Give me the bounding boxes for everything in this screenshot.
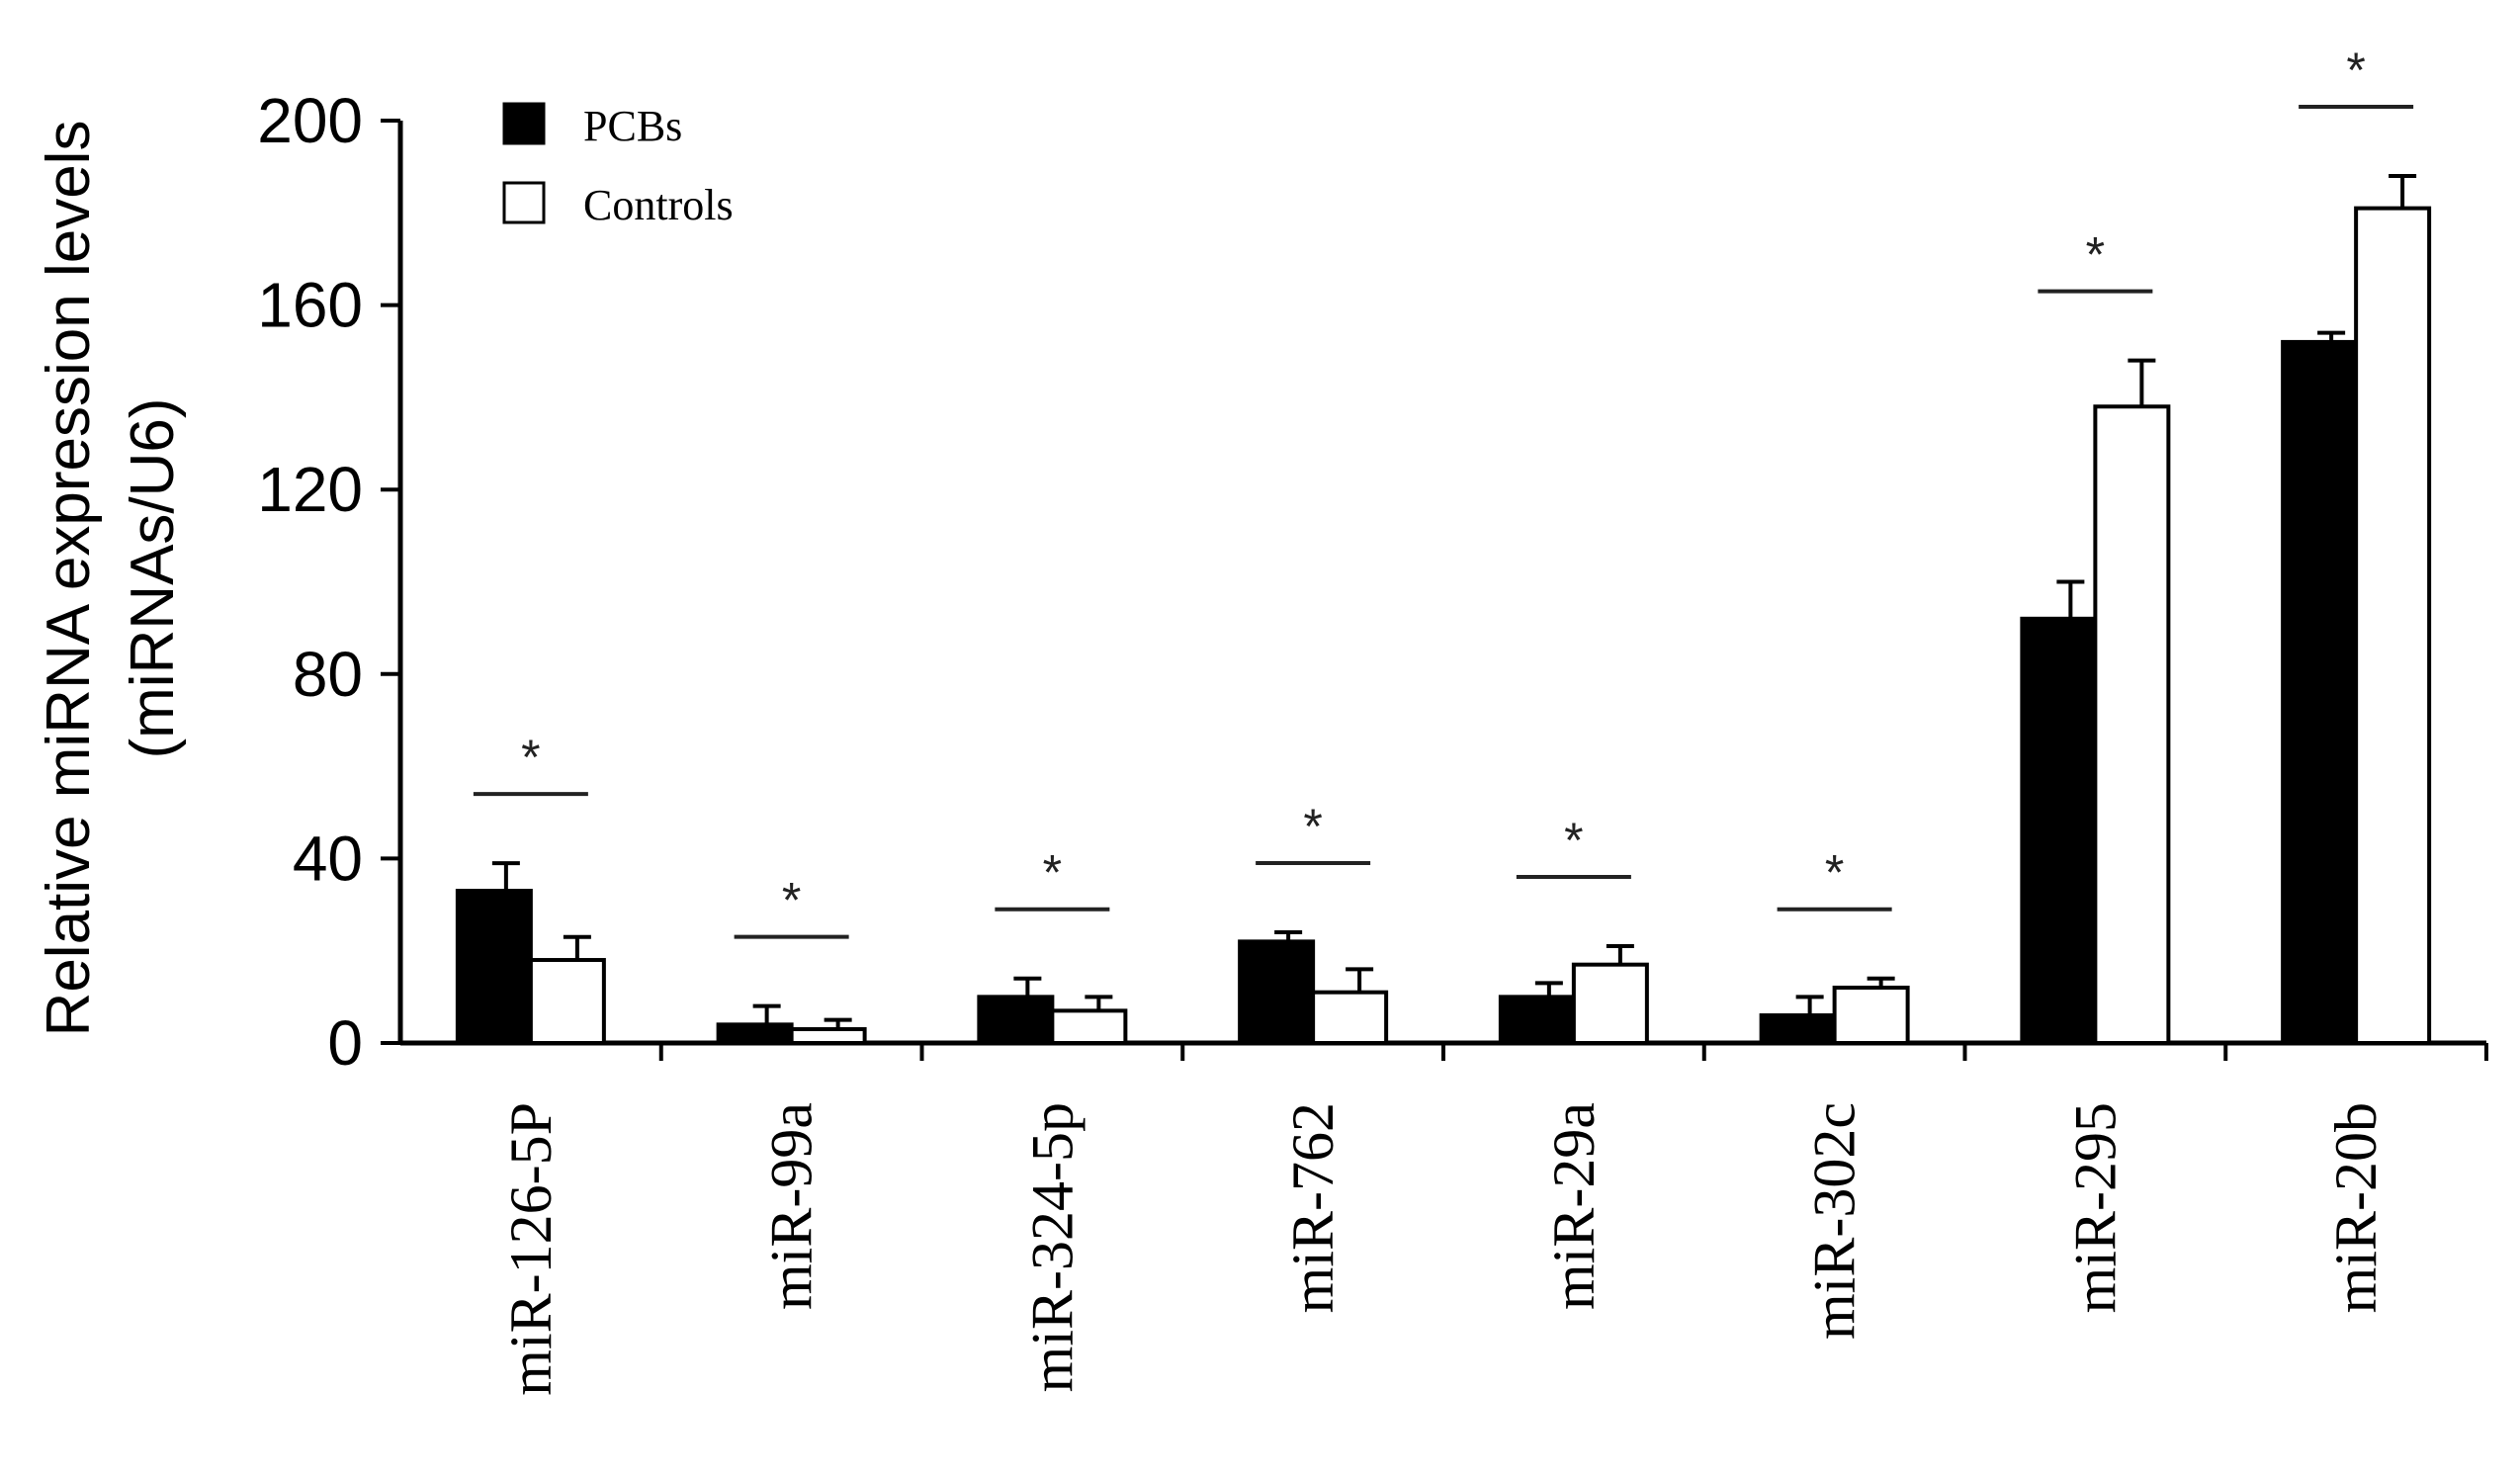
legend-swatch-controls [502, 181, 546, 224]
y-tick-label: 200 [257, 85, 363, 156]
bar-controls-mir-99a [789, 1027, 867, 1046]
y-tick-label: 160 [257, 270, 363, 341]
significance-star: * [782, 873, 801, 928]
legend-label-controls: Controls [583, 181, 734, 229]
significance-marks: * * * * * * * * [473, 43, 2414, 939]
significance-star: * [521, 730, 540, 785]
x-tick-labels: miR-126-5P miR-99a miR-324-5p miR-762 miR-29… [498, 1102, 2389, 1396]
x-tick-label: miR-324-5p [1019, 1102, 1085, 1392]
y-ticks: 0 40 80 120 160 200 [257, 85, 400, 1079]
bar-controls-mir-295 [2093, 404, 2171, 1046]
y-tick-label: 80 [293, 639, 363, 710]
error-bars [491, 173, 2417, 1030]
y-axis-label-line2: (miRNAs/U6) [119, 397, 187, 758]
legend-label-pcbs: PCBs [583, 102, 682, 150]
legend-swatch-pcbs [502, 102, 546, 145]
bar-pcbs-mir-99a [716, 1022, 794, 1045]
bar-pcbs-mir-302c [1759, 1013, 1837, 1046]
bars [455, 206, 2432, 1046]
x-tick-label: miR-99a [759, 1102, 825, 1310]
bar-controls-mir-20b [2354, 206, 2432, 1045]
bar-controls-mir-762 [1311, 990, 1389, 1045]
axes [397, 121, 2488, 1061]
significance-star: * [1043, 845, 1062, 901]
legend: PCBs Controls [502, 102, 734, 229]
bar-controls-mir-29a [1571, 962, 1649, 1046]
bar-pcbs-mir-29a [1498, 995, 1576, 1045]
x-tick-label: miR-762 [1280, 1102, 1346, 1313]
bar-pcbs-mir-324-5p [977, 995, 1055, 1045]
bar-controls-mir-324-5p [1050, 1008, 1128, 1045]
bar-pcbs-mir-295 [2020, 616, 2098, 1045]
x-tick-label: miR-29a [1541, 1102, 1607, 1310]
y-axis-label: Relative miRNA expression levels (miRNAs… [35, 121, 187, 1037]
y-axis-label-line1: Relative miRNA expression levels [35, 121, 103, 1037]
y-tick-label: 40 [293, 823, 363, 894]
y-tick-label: 0 [327, 1007, 363, 1079]
x-tick-label: miR-302c [1802, 1102, 1868, 1340]
y-tick-label: 120 [257, 454, 363, 525]
x-tick-label: miR-126-5P [498, 1102, 564, 1396]
significance-star: * [1303, 799, 1322, 854]
bar-pcbs-mir-20b [2281, 339, 2359, 1046]
significance-star: * [2086, 227, 2105, 283]
bar-controls-mir-302c [1832, 986, 1910, 1046]
significance-star: * [2346, 43, 2365, 98]
significance-star: * [1564, 813, 1583, 868]
bar-controls-mir-126-5p [528, 958, 606, 1046]
significance-star: * [1825, 845, 1844, 901]
x-tick-label: miR-295 [2062, 1102, 2128, 1313]
bar-pcbs-mir-762 [1238, 939, 1316, 1045]
x-tick-label: miR-20b [2323, 1102, 2389, 1313]
bar-pcbs-mir-126-5p [455, 889, 533, 1045]
